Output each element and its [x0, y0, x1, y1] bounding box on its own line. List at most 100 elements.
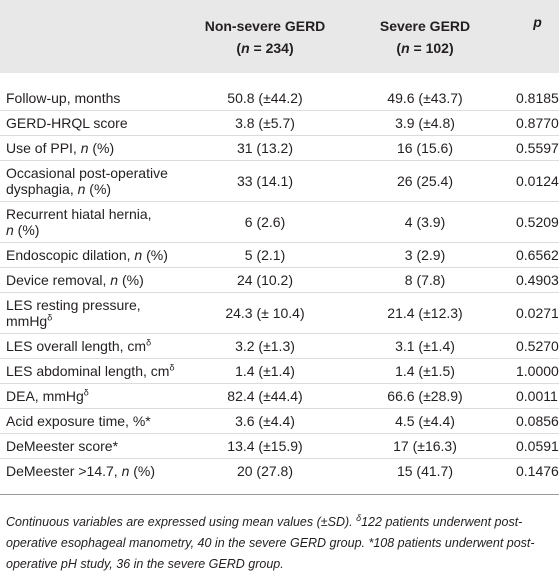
value-cell: 0.0124: [516, 173, 559, 189]
value-cell: 0.0271: [516, 305, 559, 321]
value-cell: 6 (2.6): [244, 214, 286, 230]
row-label: LES resting pressure,: [6, 297, 141, 313]
table-row: LES abdominal length, cmδ 1.4 (±1.4) 1.4 (…: [0, 359, 559, 384]
row-label-cell: Use of PPI, n (%): [0, 136, 196, 161]
row-label-cell: Follow-up, months: [0, 73, 196, 111]
row-label: (%): [129, 463, 156, 479]
row-label: δ: [47, 312, 53, 323]
value-cell: 3 (2.9): [404, 247, 446, 263]
table-row: Recurrent hiatal hernia, n (%) 6 (2.6) 4 (3…: [0, 202, 559, 243]
header-cell: p: [516, 0, 559, 73]
row-label: δ: [146, 337, 152, 348]
row-label: (%): [118, 272, 144, 288]
header-n: = 234): [249, 39, 294, 56]
value-cell: 1.4 (±1.4): [235, 363, 295, 379]
table-row: LES resting pressure, mmHgδ 24.3 (± 10.4) 2…: [0, 293, 559, 334]
row-label: LES overall length, cm: [6, 338, 147, 354]
footnote-text: δ: [356, 512, 362, 523]
row-label: Device removal,: [6, 272, 111, 288]
value-cell: 82.4 (±44.4): [227, 388, 303, 404]
header-title: Severe GERD: [379, 17, 471, 34]
value-cell: 3.9 (±4.8): [395, 115, 455, 131]
value-cell: 0.5209: [516, 214, 559, 230]
row-label: Acid exposure time, %*: [6, 413, 151, 429]
row-label-cell: Recurrent hiatal hernia, n (%): [0, 202, 196, 243]
row-label: DeMeester score*: [6, 438, 119, 454]
header-n: (: [396, 39, 402, 56]
value-cell: 13.4 (±15.9): [227, 438, 303, 454]
footnote-text: Continuous variables are expressed using…: [6, 515, 357, 529]
value-cell: 17 (±16.3): [393, 438, 457, 454]
table-row: DEA, mmHgδ 82.4 (±44.4) 66.6 (±28.9) 0.0011: [0, 384, 559, 409]
row-label: n: [6, 222, 14, 238]
row-label-cell: DeMeester score*: [0, 434, 196, 459]
value-cell: 20 (27.8): [236, 463, 294, 479]
row-label: Recurrent hiatal hernia,: [6, 206, 152, 222]
row-label: DEA, mmHg: [6, 388, 84, 404]
table-row: Follow-up, months 50.8 (±44.2) 49.6 (±43.7…: [0, 73, 559, 111]
footnote: Continuous variables are expressed using…: [0, 495, 559, 575]
table-body: Follow-up, months 50.8 (±44.2) 49.6 (±43.7…: [0, 73, 559, 495]
value-cell: 1.4 (±1.5): [395, 363, 455, 379]
value-cell: 3.2 (±1.3): [235, 338, 295, 354]
table-row: LES overall length, cmδ 3.2 (±1.3) 3.1 (±1…: [0, 334, 559, 359]
row-label: δ: [83, 387, 89, 398]
table-row: Endoscopic dilation, n (%) 5 (2.1) 3 (2.9)…: [0, 243, 559, 268]
row-label: (%): [88, 140, 115, 156]
row-label: Use of PPI,: [6, 140, 81, 156]
row-label-cell: LES abdominal length, cmδ: [0, 359, 196, 384]
header-n: n: [241, 39, 250, 56]
table-row: DeMeester >14.7, n (%) 20 (27.8) 15 (41.7)…: [0, 459, 559, 495]
value-cell: 50.8 (±44.2): [227, 90, 303, 106]
value-cell: 5 (2.1): [244, 247, 286, 263]
header-n: n: [401, 39, 410, 56]
table-row: Acid exposure time, %* 3.6 (±4.4) 4.5 (±4.…: [0, 409, 559, 434]
value-cell: 8 (7.8): [404, 272, 446, 288]
header-n: (: [236, 39, 242, 56]
row-label-cell: Occasional post-operative dysphagia, n (%…: [0, 161, 196, 202]
row-label: n: [134, 247, 143, 263]
value-cell: 0.0856: [516, 413, 559, 429]
header-cell: [0, 0, 196, 73]
table-row: Device removal, n (%) 24 (10.2) 8 (7.8) 0.4…: [0, 268, 559, 293]
row-label: n: [80, 140, 89, 156]
table-header: Non-severe GERD (n = 234) Severe GERD (n =…: [0, 0, 559, 73]
header-cell: Severe GERD (n = 102): [334, 0, 516, 73]
row-label: Follow-up, months: [6, 90, 121, 106]
row-label-cell: DEA, mmHgδ: [0, 384, 196, 409]
header-title: Non-severe GERD: [204, 17, 326, 34]
row-label: GERD-HRQL score: [6, 115, 128, 131]
row-label: LES abdominal length, cm: [6, 363, 170, 379]
value-cell: 0.8185: [516, 90, 559, 106]
header-cell: Non-severe GERD (n = 234): [196, 0, 334, 73]
row-label: dysphagia,: [6, 181, 78, 197]
row-label: (%): [13, 222, 40, 238]
value-cell: 0.4903: [516, 272, 559, 288]
value-cell: 33 (14.1): [236, 173, 294, 189]
value-cell: 0.1476: [516, 463, 559, 479]
row-label-cell: Device removal, n (%): [0, 268, 196, 293]
header-title: p: [533, 14, 542, 30]
value-cell: 66.6 (±28.9): [387, 388, 463, 404]
results-table: Non-severe GERD (n = 234) Severe GERD (n =…: [0, 0, 559, 495]
table-row: Use of PPI, n (%) 31 (13.2) 16 (15.6) 0.559…: [0, 136, 559, 161]
row-label: (%): [142, 247, 168, 263]
table-row: GERD-HRQL score 3.8 (±5.7) 3.9 (±4.8) 0.877…: [0, 111, 559, 136]
row-label: mmHg: [6, 313, 48, 329]
row-label: n: [110, 272, 119, 288]
value-cell: 3.6 (±4.4): [235, 413, 295, 429]
table-row: DeMeester score* 13.4 (±15.9) 17 (±16.3) 0.…: [0, 434, 559, 459]
row-label: DeMeester >14.7,: [6, 463, 122, 479]
value-cell: 0.0591: [516, 438, 559, 454]
row-label-cell: GERD-HRQL score: [0, 111, 196, 136]
value-cell: 0.0011: [516, 388, 558, 404]
value-cell: 0.5597: [516, 140, 559, 156]
value-cell: 4 (3.9): [404, 214, 446, 230]
value-cell: 21.4 (±12.3): [387, 305, 463, 321]
value-cell: 3.8 (±5.7): [235, 115, 295, 131]
value-cell: 24.3 (± 10.4): [225, 305, 305, 321]
value-cell: 15 (41.7): [396, 463, 454, 479]
row-label-cell: Acid exposure time, %*: [0, 409, 196, 434]
row-label: n: [121, 463, 130, 479]
